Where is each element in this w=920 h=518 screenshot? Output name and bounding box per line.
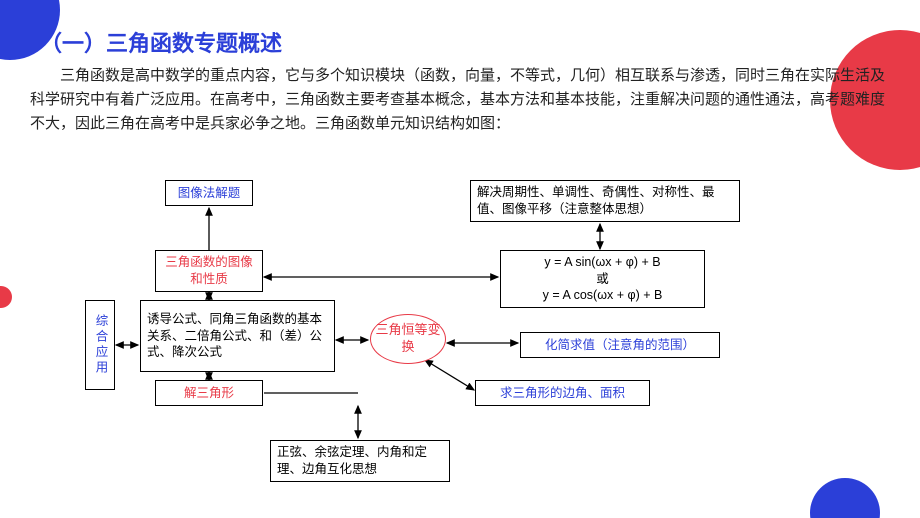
knowledge-structure-diagram: 图像法解题三角函数的图像和性质诱导公式、同角三角函数的基本关系、二倍角公式、和（… [70, 180, 850, 510]
box-forms: y = A sin(ωx + φ) + B 或 y = A cos(ωx + φ… [500, 250, 705, 308]
section-title: （一）三角函数专题概述 [40, 26, 282, 58]
box-sides_area: 求三角形的边角、面积 [475, 380, 650, 406]
intro-paragraph: 三角函数是高中数学的重点内容，它与多个知识模块（函数，向量，不等式，几何）相互联… [30, 64, 890, 136]
box-solve_triangle: 解三角形 [155, 380, 263, 406]
ellipse-identity-transform: 三角恒等变换 [370, 314, 446, 364]
box-properties: 解决周期性、单调性、奇偶性、对称性、最值、图像平移（注意整体思想） [470, 180, 740, 222]
box-simplify: 化简求值（注意角的范围） [520, 332, 720, 358]
box-integrated: 综合应用 [85, 300, 115, 390]
box-graph_method: 图像法解题 [165, 180, 253, 206]
decor-circle-red-bottom-left [0, 286, 12, 308]
box-theorems: 正弦、余弦定理、内角和定理、边角互化思想 [270, 440, 450, 482]
box-graph_props: 三角函数的图像和性质 [155, 250, 263, 292]
box-formulas: 诱导公式、同角三角函数的基本关系、二倍角公式、和（差）公式、降次公式 [140, 300, 335, 372]
